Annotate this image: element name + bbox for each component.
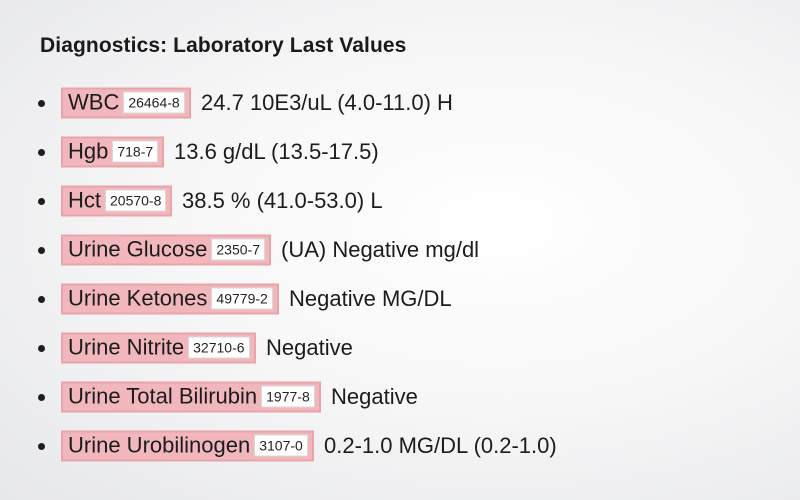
bullet-icon (38, 246, 45, 254)
loinc-code: 49779-2 (211, 287, 273, 310)
bullet-icon (38, 442, 45, 450)
test-value: Negative (266, 334, 353, 360)
test-name-highlight: Urine Urobilinogen 3107-0 (61, 430, 314, 461)
test-value: Negative MG/DL (289, 285, 452, 311)
test-value: 0.2-1.0 MG/DL (0.2-1.0) (324, 432, 557, 458)
loinc-code: 20570-8 (105, 189, 167, 212)
loinc-code: 1977-8 (261, 385, 315, 408)
test-name-highlight: Urine Total Bilirubin 1977-8 (61, 381, 321, 412)
test-name: WBC (68, 89, 120, 115)
test-name-highlight: Urine Glucose 2350-7 (61, 234, 271, 265)
test-value: 24.7 10E3/uL (4.0-11.0) H (201, 89, 453, 115)
test-name-highlight: Hct 20570-8 (61, 185, 173, 216)
test-name: Hgb (68, 138, 109, 164)
test-name: Urine Glucose (68, 236, 208, 262)
test-name-highlight: Urine Ketones 49779-2 (61, 283, 279, 314)
test-name: Urine Urobilinogen (68, 432, 251, 458)
test-name: Hct (68, 187, 101, 213)
bullet-icon (38, 344, 45, 352)
test-name-highlight: Hgb 718-7 (61, 136, 165, 167)
loinc-code: 718-7 (112, 140, 159, 163)
test-name: Urine Ketones (68, 285, 208, 311)
loinc-code: 3107-0 (254, 434, 308, 457)
page-title: Diagnostics: Laboratory Last Values (40, 34, 407, 57)
bullet-icon (38, 99, 45, 107)
test-value: 13.6 g/dL (13.5-17.5) (174, 138, 379, 164)
test-name: Urine Nitrite (68, 334, 185, 360)
test-name-highlight: Urine Nitrite 32710-6 (61, 332, 256, 363)
bullet-icon (38, 295, 45, 303)
bullet-icon (38, 393, 45, 401)
test-name: Urine Total Bilirubin (68, 383, 258, 409)
loinc-code: 26464-8 (123, 91, 185, 114)
test-name-highlight: WBC 26464-8 (61, 87, 191, 118)
test-value: Negative (331, 383, 418, 409)
loinc-code: 2350-7 (211, 238, 265, 261)
test-value: 38.5 % (41.0-53.0) L (182, 187, 383, 213)
test-value: (UA) Negative mg/dl (281, 236, 480, 262)
bullet-icon (38, 197, 45, 205)
loinc-code: 32710-6 (188, 336, 250, 359)
bullet-icon (38, 148, 45, 156)
